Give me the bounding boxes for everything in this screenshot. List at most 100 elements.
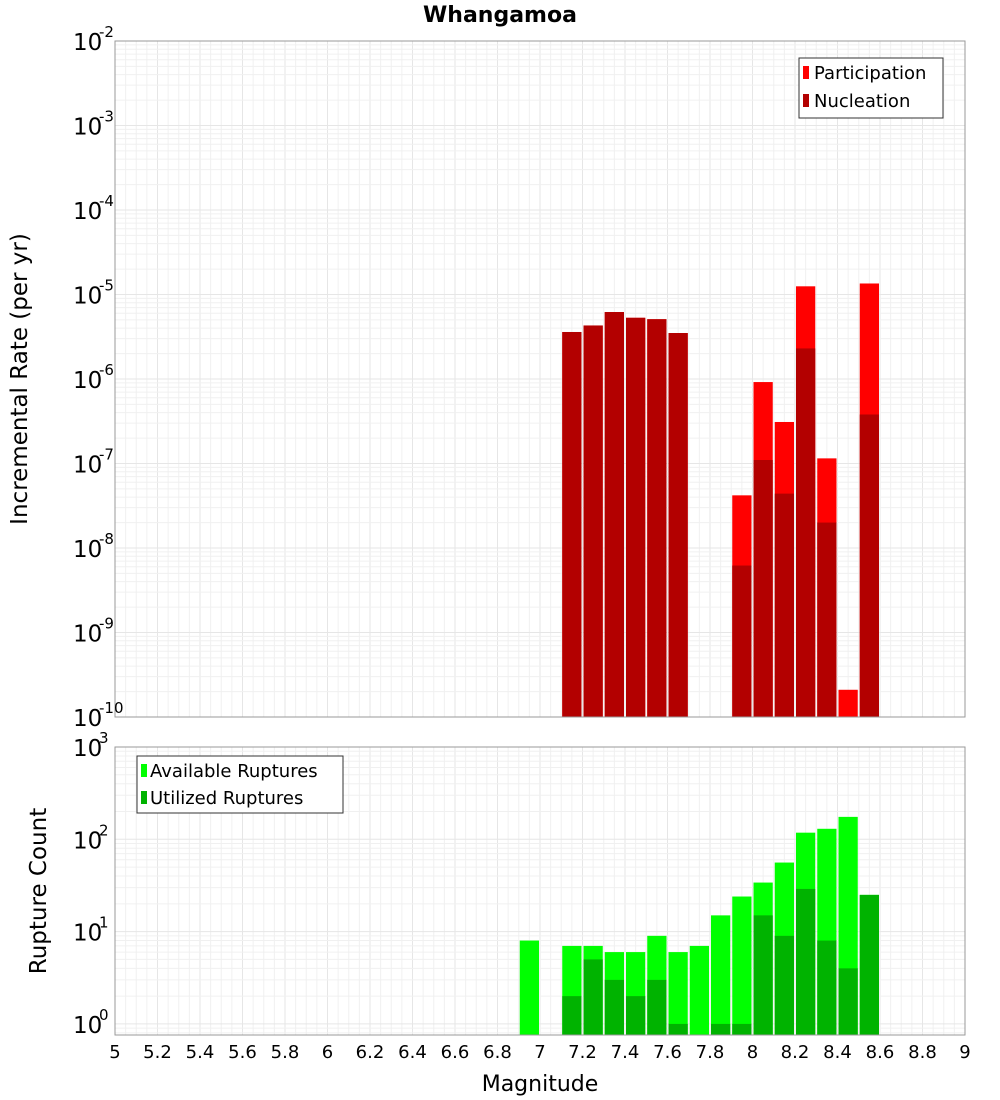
x-tick-label: 8.2 <box>781 1042 810 1063</box>
bar-utilized-ruptures <box>817 940 837 1035</box>
y-tick-exponent: -7 <box>99 446 114 464</box>
y-tick-exponent: 0 <box>99 1006 109 1024</box>
y-tick-label: 10 <box>73 199 102 225</box>
bar-nucleation <box>774 493 794 717</box>
count-bars <box>114 746 966 1036</box>
legend-label-nucleation: Nucleation <box>814 91 910 112</box>
y-tick-label: 10 <box>73 537 102 563</box>
x-tick-label: 6.2 <box>356 1042 385 1063</box>
bar-utilized-ruptures <box>859 894 879 1035</box>
y-tick-label: 10 <box>73 453 102 479</box>
bar-utilized-ruptures <box>647 979 667 1035</box>
x-tick-label: 7.8 <box>696 1042 725 1063</box>
legend-label-utilized: Utilized Ruptures <box>150 788 303 809</box>
rate-y-axis-label: Incremental Rate (per yr) <box>7 233 33 525</box>
bar-utilized-ruptures <box>753 915 773 1035</box>
bar-utilized-ruptures <box>774 935 794 1035</box>
rate-bars <box>114 40 966 718</box>
y-tick-exponent: -8 <box>99 530 114 548</box>
bar-utilized-ruptures <box>562 996 582 1035</box>
y-tick-label: 10 <box>73 284 102 310</box>
plot-frame <box>114 746 966 1036</box>
rate-legend-box <box>798 57 944 119</box>
legend-label-available: Available Ruptures <box>150 761 318 782</box>
bar-utilized-ruptures <box>604 979 624 1035</box>
y-tick-exponent: -6 <box>99 361 114 379</box>
bar-nucleation <box>604 312 624 717</box>
legend-swatch-participation <box>803 66 809 79</box>
y-tick-exponent: -10 <box>99 699 124 717</box>
bar-available-ruptures <box>732 896 752 1035</box>
y-tick-exponent: -3 <box>99 108 114 126</box>
x-tick-label: 7.4 <box>611 1042 640 1063</box>
x-tick-label: 8 <box>747 1042 758 1063</box>
y-tick-label: 10 <box>73 622 102 648</box>
bar-nucleation <box>817 522 837 717</box>
chart-title: Whangamoa <box>423 3 577 28</box>
legend-swatch-available <box>141 764 147 777</box>
bar-nucleation <box>562 331 582 717</box>
x-tick-label: 8.6 <box>866 1042 895 1063</box>
x-tick-label: 5.6 <box>228 1042 257 1063</box>
count-legend-box <box>136 755 344 814</box>
bar-participation <box>838 689 858 717</box>
x-tick-label: 5.2 <box>143 1042 172 1063</box>
x-tick-label: 6.6 <box>441 1042 470 1063</box>
x-tick-label: 5 <box>109 1042 120 1063</box>
x-tick-label: 8.8 <box>908 1042 937 1063</box>
y-tick-label: 10 <box>73 736 102 762</box>
bar-available-ruptures <box>668 952 688 1035</box>
plot-frame <box>114 40 966 718</box>
x-tick-label: 5.8 <box>271 1042 300 1063</box>
y-tick-label: 10 <box>73 706 102 732</box>
bar-utilized-ruptures <box>583 959 603 1035</box>
legend-label-participation: Participation <box>814 63 926 84</box>
bar-utilized-ruptures <box>668 1023 688 1035</box>
bar-nucleation <box>626 317 646 717</box>
legend-swatch-nucleation <box>803 94 809 107</box>
x-tick-label: 8.4 <box>823 1042 852 1063</box>
count-legend: Available Ruptures Utilized Ruptures <box>136 755 344 814</box>
bar-nucleation <box>753 460 773 717</box>
y-tick-label: 10 <box>73 115 102 141</box>
x-tick-label: 9 <box>959 1042 970 1063</box>
x-tick-label: 6 <box>322 1042 333 1063</box>
bar-available-ruptures <box>689 945 709 1035</box>
x-tick-label: 7 <box>534 1042 545 1063</box>
bar-utilized-ruptures <box>711 1023 731 1035</box>
rate-legend: Participation Nucleation <box>798 57 944 119</box>
bar-available-ruptures <box>519 940 539 1035</box>
y-tick-label: 10 <box>73 921 102 947</box>
y-tick-label: 10 <box>73 1013 102 1039</box>
bar-utilized-ruptures <box>796 888 816 1035</box>
bar-nucleation <box>583 325 603 717</box>
bar-nucleation <box>796 348 816 717</box>
x-tick-label: 7.6 <box>653 1042 682 1063</box>
y-tick-label: 10 <box>73 828 102 854</box>
y-tick-exponent: 2 <box>99 821 109 839</box>
bar-available-ruptures <box>711 915 731 1035</box>
y-tick-exponent: 3 <box>99 729 109 747</box>
y-tick-label: 10 <box>73 368 102 394</box>
y-tick-exponent: -2 <box>99 23 114 41</box>
x-axis-label: Magnitude <box>482 1072 599 1097</box>
x-tick-label: 7.2 <box>568 1042 597 1063</box>
y-tick-exponent: -5 <box>99 277 114 295</box>
x-tick-label: 6.4 <box>398 1042 427 1063</box>
count-y-axis-label: Rupture Count <box>26 808 52 974</box>
x-tick-label: 6.8 <box>483 1042 512 1063</box>
y-tick-exponent: -4 <box>99 192 114 210</box>
bar-utilized-ruptures <box>732 1023 752 1035</box>
x-ticks: 5 5.2 5.4 5.6 5.8 6 6.2 6.4 6.6 6.8 7 7.2 7.4 7.6 7.8 8… <box>109 1042 970 1063</box>
y-tick-exponent: -9 <box>99 615 114 633</box>
y-tick-label: 10 <box>73 30 102 56</box>
y-tick-exponent: 1 <box>99 914 109 932</box>
rate-grid <box>114 40 966 718</box>
bar-utilized-ruptures <box>838 968 858 1035</box>
bar-nucleation <box>859 414 879 717</box>
